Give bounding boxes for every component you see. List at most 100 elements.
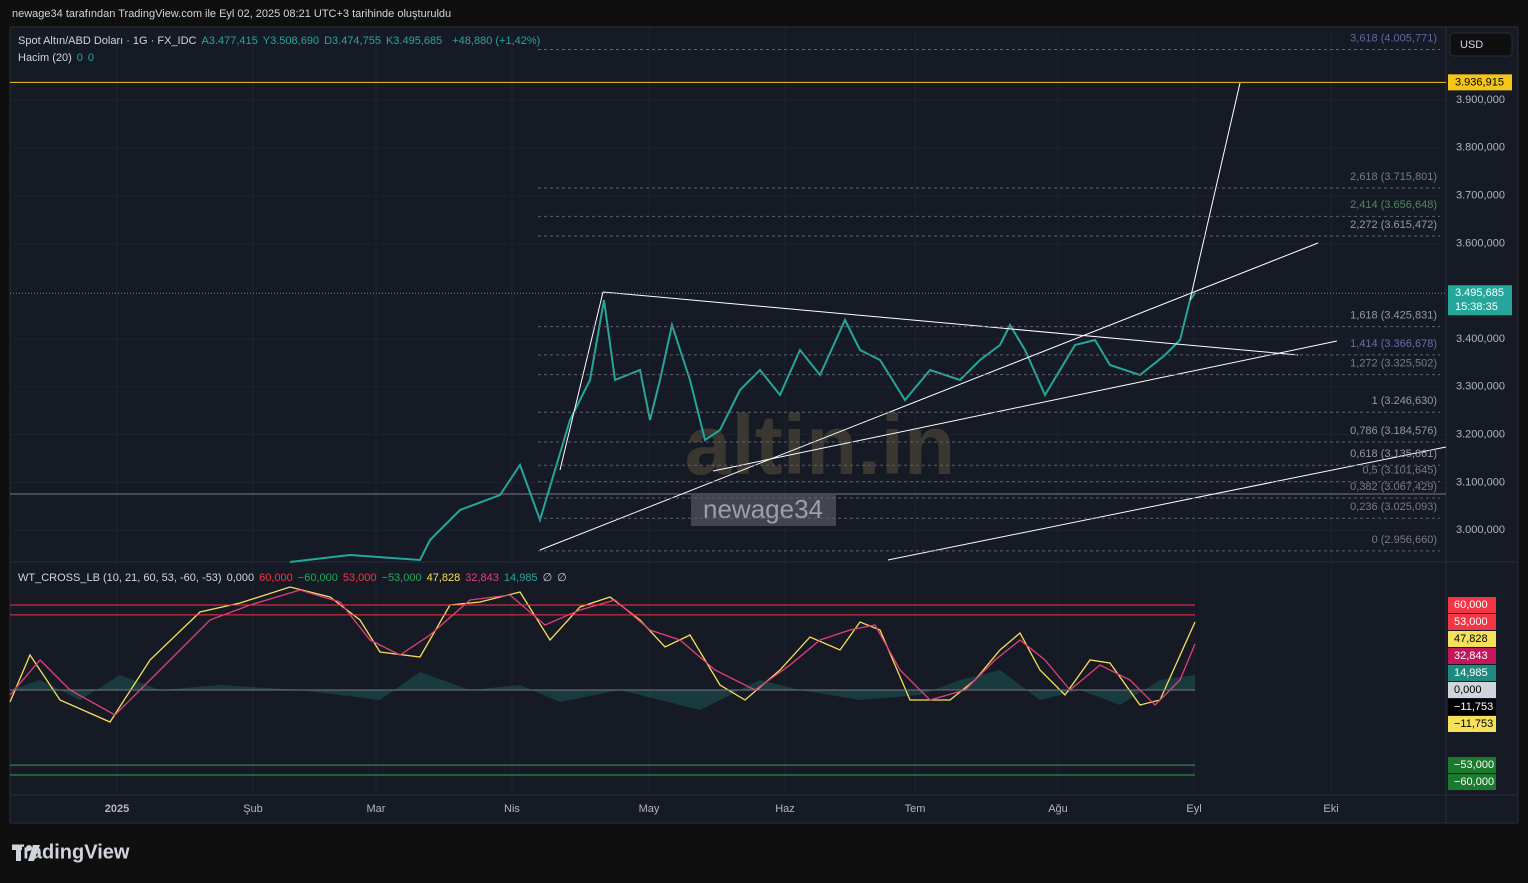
indicator-name: WT_CROSS_LB (10, 21, 60, 53, -60, -53)	[18, 572, 222, 584]
fib-label: 2,618 (3.715,801)	[1350, 171, 1437, 183]
ohlc-value: K3.495,685	[385, 35, 443, 47]
footer-brand: TradingView	[12, 841, 130, 863]
ohlc-value: A3.477,415	[201, 35, 258, 47]
volume-value: 0	[76, 52, 83, 64]
fib-label: 0 (2.956,660)	[1372, 534, 1437, 546]
grid	[10, 27, 1446, 795]
price-tick-label: 3.100,000	[1456, 476, 1505, 488]
price-tick-label: 3.600,000	[1456, 237, 1505, 249]
indicator-badge	[1448, 757, 1496, 774]
price-tick-label: 3.400,000	[1456, 333, 1505, 345]
indicator-value: 14,985	[503, 572, 538, 584]
watermark-logo: altin.in	[685, 398, 956, 492]
indicator-value: 47,828	[426, 572, 461, 584]
fib-label: 0,618 (3.135,861)	[1350, 448, 1437, 460]
currency-button[interactable]	[1449, 32, 1513, 57]
indicator-badge-label: 14,985	[1454, 667, 1488, 679]
last-price-label: 3.495,685	[1455, 287, 1504, 299]
time-label: Mar	[367, 803, 386, 815]
ohlc: A3.477,415 Y3.508,690 D3.474,755 K3.495,685	[202, 35, 448, 47]
time-label: Eyl	[1186, 803, 1201, 815]
price-tick-label: 3.300,000	[1456, 381, 1505, 393]
time-label: Eki	[1323, 803, 1338, 815]
indicator-badge-label: −53,000	[1454, 759, 1494, 771]
fib-label: 1 (3.246,630)	[1372, 395, 1437, 407]
indicator-lines	[10, 604, 1195, 776]
indicator-values: 0,000 60,000 −60,000 53,000 −53,000 47,828 32,…	[227, 572, 572, 584]
indicator-value: ∅	[557, 572, 567, 584]
indicator-badge-label: 0,000	[1454, 684, 1482, 696]
fib-label: 2,272 (3.615,472)	[1350, 219, 1437, 231]
time-label: May	[639, 803, 660, 815]
indicator-badge-label: 32,843	[1454, 650, 1488, 662]
indicator-badge	[1448, 682, 1496, 698]
trend-line	[539, 242, 1319, 551]
time-label: Nis	[504, 803, 520, 815]
header-caption: newage34 tarafından TradingView.com ile …	[12, 8, 451, 20]
indicator-value: 53,000	[342, 572, 377, 584]
indicator-badge	[1448, 774, 1496, 791]
indicator-badge	[1448, 630, 1496, 647]
watermark-user-bg	[691, 495, 836, 526]
trend-lines	[539, 82, 1447, 561]
indicator-badge-label: −11,753	[1454, 701, 1493, 713]
currency-label[interactable]: USD	[1460, 39, 1483, 51]
indicator-value: 60,000	[259, 572, 293, 584]
indicator-legend: WT_CROSS_LB (10, 21, 60, 53, -60, -53) 0,…	[18, 571, 577, 584]
price-path	[289, 292, 1196, 563]
indicator-badge	[1448, 716, 1496, 732]
time-label: Tem	[905, 803, 926, 815]
time-label: 2025	[105, 803, 129, 815]
fib-label: 0,786 (3.184,576)	[1350, 425, 1437, 437]
fib-label: 1,414 (3.366,678)	[1350, 338, 1437, 350]
indicator-value: 32,843	[465, 572, 499, 584]
trend-line	[602, 291, 1299, 356]
trend-line	[887, 446, 1447, 561]
fib-label: 0,5 (3.101,645)	[1362, 465, 1437, 477]
symbol-name: Spot Altın/ABD Doları · 1G · FX_IDC	[18, 35, 197, 47]
indicator-badge	[1448, 699, 1496, 715]
volume-legend: Hacim (20) 0 0	[18, 52, 104, 64]
countdown: 15:38:35	[1455, 301, 1498, 313]
indicator-badge-label: 47,828	[1454, 633, 1488, 645]
watermark-user: newage34	[703, 494, 823, 524]
last-price-badge	[1448, 285, 1512, 316]
change: +48,880 (+1,42%)	[452, 35, 541, 47]
price-tick-label: 3.000,000	[1456, 524, 1505, 536]
fib-label: 1,618 (3.425,831)	[1350, 310, 1437, 322]
trend-line	[712, 340, 1338, 472]
fib-label: 0,236 (3.025,093)	[1350, 501, 1437, 513]
ohlc-value: Y3.508,690	[262, 35, 320, 47]
wt1-line	[9, 586, 1196, 723]
trend-line	[559, 291, 604, 471]
indicator-value: −53,000	[381, 572, 422, 584]
indicator-badge	[1448, 596, 1496, 613]
indicator-value: ∅	[542, 572, 553, 584]
time-label: Haz	[775, 803, 795, 815]
indicator-value: −60,000	[297, 572, 338, 584]
fib-label: 0,382 (3.067,429)	[1350, 481, 1437, 493]
ohlc-value: D3.474,755	[324, 35, 381, 47]
time-label: Şub	[243, 803, 263, 815]
trend-line	[1189, 82, 1241, 301]
time-label: Ağu	[1048, 803, 1068, 815]
marker-badge	[1448, 74, 1512, 91]
indicator-badge-label: −60,000	[1454, 776, 1494, 788]
fib-label: 1,272 (3.325,502)	[1350, 358, 1437, 370]
footer-logo	[12, 845, 40, 861]
indicator-badge-label: −11,753	[1454, 718, 1493, 730]
volume-name: Hacim (20)	[18, 52, 72, 64]
indicator-badge-label: 53,000	[1454, 616, 1488, 628]
indicator-value: 0,000	[226, 572, 255, 584]
volume-value: 0	[87, 52, 95, 64]
symbol-legend: Spot Altın/ABD Doları · 1G · FX_IDC A3.47…	[18, 35, 545, 47]
indicator-badge	[1448, 647, 1496, 664]
price-tick-label: 3.700,000	[1456, 190, 1505, 202]
indicator-badge	[1448, 613, 1496, 630]
price-tick-label: 3.200,000	[1456, 429, 1505, 441]
price-tick-label: 3.900,000	[1456, 94, 1505, 106]
price-tick-label: 3.800,000	[1456, 142, 1505, 154]
